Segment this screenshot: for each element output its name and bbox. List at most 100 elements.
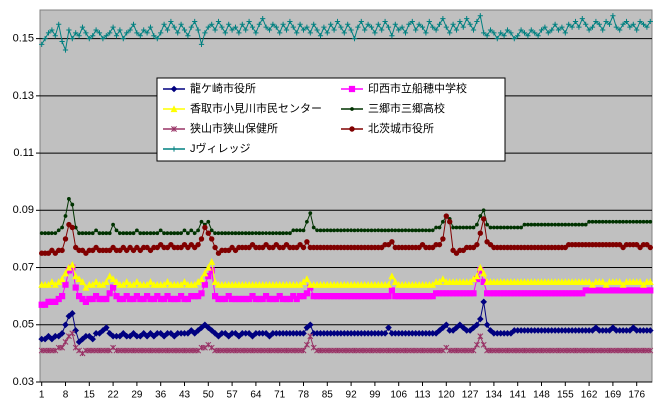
marker (484, 33, 490, 39)
marker (110, 244, 116, 251)
marker (647, 244, 654, 251)
marker (450, 21, 456, 27)
marker (379, 27, 385, 33)
marker (130, 247, 137, 254)
marker (223, 231, 228, 236)
marker (369, 228, 374, 233)
marker (211, 278, 219, 285)
marker (185, 33, 191, 39)
marker (545, 30, 551, 36)
marker (133, 278, 141, 285)
marker (396, 228, 401, 233)
marker (453, 250, 460, 256)
marker (633, 241, 640, 248)
marker (355, 24, 361, 30)
marker (83, 30, 89, 36)
marker (103, 33, 109, 39)
marker (440, 219, 445, 224)
marker (145, 231, 150, 236)
x-tick-label: 1 (39, 390, 45, 401)
marker (41, 335, 49, 343)
marker (389, 228, 394, 233)
marker (301, 228, 306, 233)
x-tick-label: 169 (605, 390, 622, 401)
marker (85, 332, 93, 340)
marker (77, 231, 82, 236)
marker (609, 324, 617, 331)
marker (185, 244, 191, 251)
marker (335, 228, 340, 233)
marker (623, 18, 630, 25)
marker (188, 241, 195, 248)
marker (243, 27, 249, 33)
marker (476, 315, 484, 323)
marker (56, 228, 61, 233)
marker (62, 47, 69, 53)
marker (552, 21, 558, 27)
marker (512, 225, 517, 230)
marker (413, 27, 419, 33)
legend-label: 龍ケ崎市役所 (190, 81, 256, 95)
x-tick-label: 22 (108, 390, 120, 401)
marker (519, 225, 524, 230)
marker (280, 21, 286, 27)
marker (45, 30, 52, 36)
marker (233, 231, 238, 236)
marker (287, 18, 293, 25)
marker (283, 27, 290, 33)
marker (311, 225, 316, 230)
marker (436, 21, 443, 27)
marker (400, 228, 405, 233)
marker (89, 247, 96, 254)
marker (192, 231, 197, 236)
marker (385, 241, 392, 248)
marker (491, 225, 496, 230)
marker (610, 219, 615, 224)
marker (449, 327, 457, 334)
marker (79, 247, 86, 254)
marker (59, 293, 66, 300)
marker (308, 211, 313, 216)
marker (49, 231, 54, 236)
marker (52, 250, 59, 256)
marker (362, 27, 368, 33)
marker (211, 330, 219, 337)
marker (215, 250, 222, 256)
marker (376, 228, 381, 233)
marker (562, 30, 568, 36)
marker (63, 214, 68, 218)
marker (68, 260, 76, 268)
marker (232, 330, 239, 337)
marker (247, 231, 252, 236)
marker (304, 219, 309, 224)
marker (349, 228, 354, 233)
marker (592, 324, 600, 331)
marker (402, 30, 409, 36)
marker (59, 344, 66, 351)
marker (372, 30, 378, 36)
marker (104, 231, 109, 236)
marker (473, 341, 480, 348)
marker (576, 222, 581, 227)
marker (137, 33, 143, 39)
marker (393, 228, 398, 233)
legend-label: 印西市立船穂中学校 (368, 81, 467, 95)
marker (175, 30, 181, 36)
marker (453, 27, 460, 33)
marker (300, 244, 307, 251)
marker (191, 330, 199, 337)
marker (195, 27, 201, 33)
marker (181, 241, 188, 248)
marker (154, 36, 160, 42)
marker (451, 225, 456, 230)
marker (456, 321, 464, 329)
marker (113, 278, 120, 285)
marker (559, 24, 565, 30)
marker (542, 222, 547, 227)
marker (97, 231, 102, 236)
marker (253, 231, 258, 236)
marker (160, 332, 168, 340)
marker (147, 278, 154, 285)
marker (215, 332, 222, 340)
marker (189, 228, 194, 233)
